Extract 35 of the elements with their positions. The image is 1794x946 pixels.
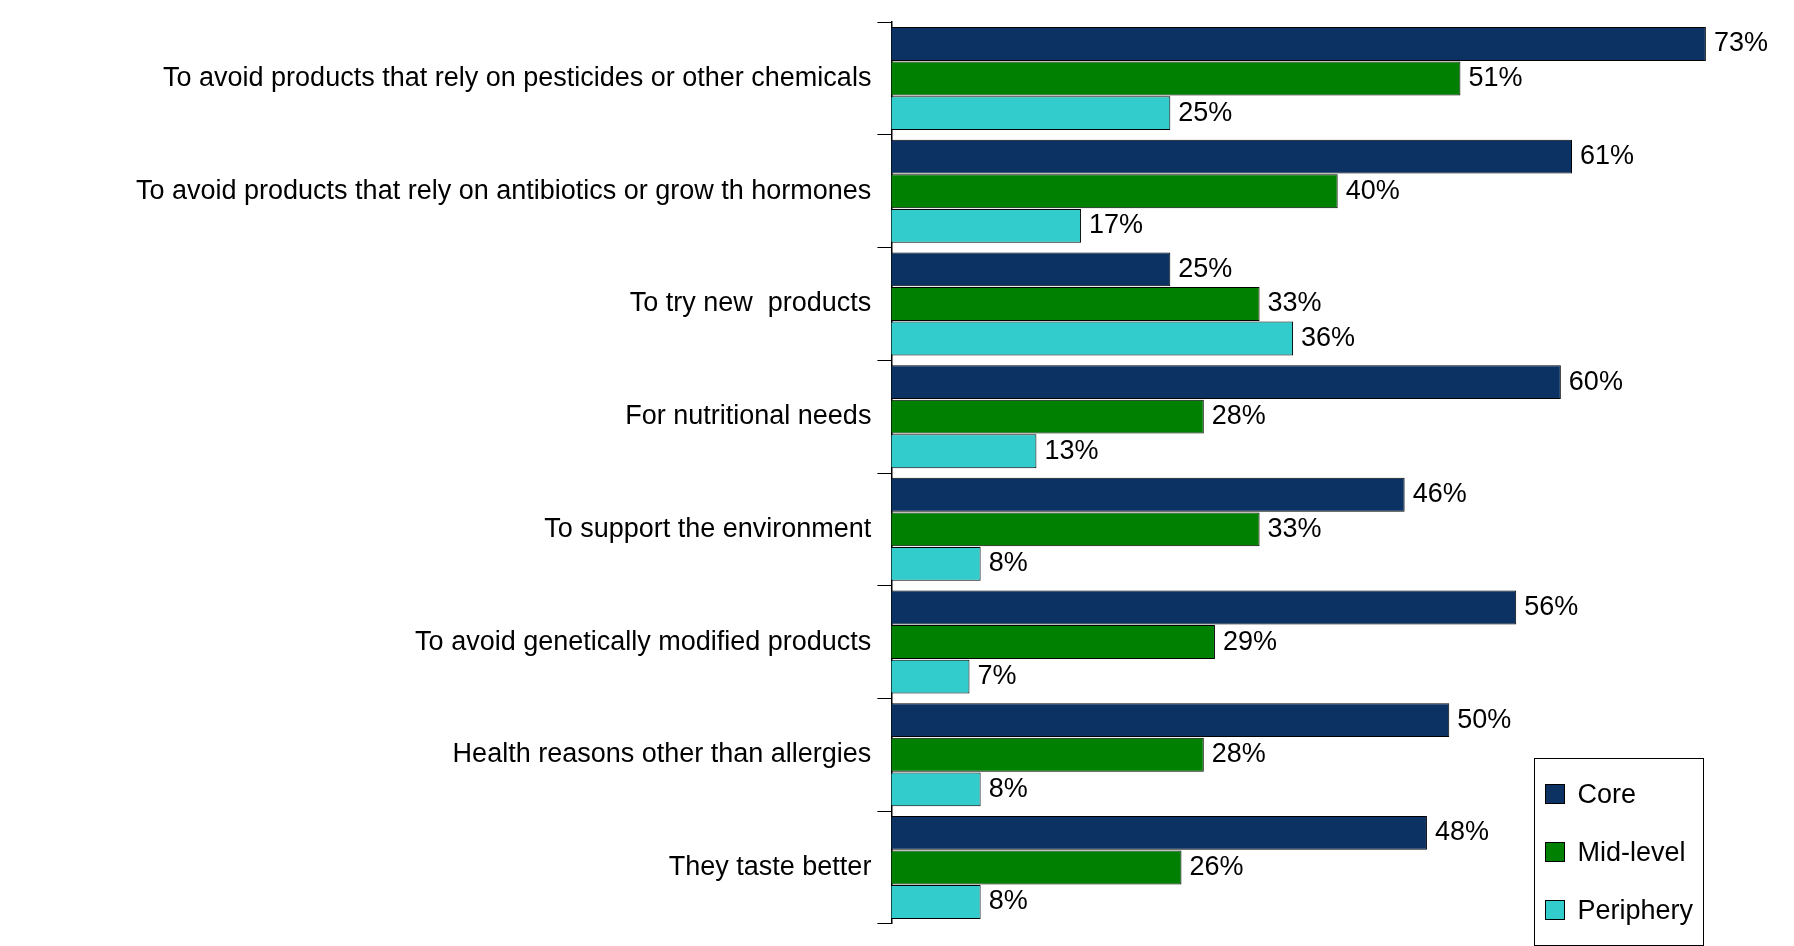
data-label: 33% <box>1267 287 1322 318</box>
data-label: 29% <box>1222 625 1277 656</box>
data-label: 25% <box>1178 252 1233 283</box>
data-label: 46% <box>1412 478 1467 509</box>
data-label: 17% <box>1089 209 1144 240</box>
y-tick-label: To try new products <box>629 287 872 318</box>
data-label: 28% <box>1211 400 1266 431</box>
y-tick-label: To avoid products that rely on pesticides or other chemicals <box>163 62 872 92</box>
data-label: 51% <box>1468 62 1523 92</box>
y-tick-label: For nutritional needs <box>625 400 872 431</box>
y-tick-label: Health reasons other than allergies <box>452 738 872 769</box>
data-label: 61% <box>1580 140 1635 171</box>
data-label: 50% <box>1457 703 1512 734</box>
legend-label: Core <box>1577 778 1636 810</box>
data-label: 73% <box>1713 27 1768 58</box>
data-label: 28% <box>1211 738 1266 769</box>
data-label: 26% <box>1189 850 1244 881</box>
data-label: 8% <box>988 547 1028 578</box>
data-label: 48% <box>1434 816 1489 847</box>
data-label: 8% <box>988 885 1028 916</box>
data-label: 40% <box>1345 174 1400 205</box>
data-label: 36% <box>1301 321 1356 352</box>
data-label: 60% <box>1568 365 1623 396</box>
data-label: 56% <box>1524 590 1579 621</box>
data-label: 25% <box>1178 96 1233 127</box>
legend-label: Periphery <box>1577 894 1693 926</box>
data-label: 13% <box>1044 434 1099 465</box>
legend-label: Mid-level <box>1577 836 1686 868</box>
y-tick-label: To avoid products that rely on antibiotics or grow th hormones <box>135 174 872 205</box>
data-label: 7% <box>977 660 1017 691</box>
y-tick-label: To avoid genetically modified products <box>415 625 872 656</box>
y-tick-label: They taste better <box>668 850 872 881</box>
data-label: 8% <box>988 772 1028 803</box>
data-label: 33% <box>1267 512 1322 543</box>
y-tick-label: To support the environment <box>544 512 872 543</box>
